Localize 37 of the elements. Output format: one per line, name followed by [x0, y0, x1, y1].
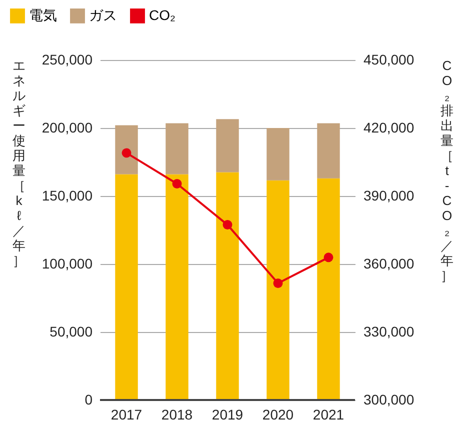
y-tick-label: 50,000 [50, 324, 93, 340]
y-tick-label: 200,000 [42, 120, 93, 136]
x-tick-label: 2021 [312, 406, 344, 422]
text: エネルギー使用量［kℓ／年］ [12, 58, 26, 268]
x-tick-label: 2020 [262, 406, 294, 422]
point [273, 278, 283, 288]
bar [317, 123, 340, 178]
bar [166, 174, 188, 400]
y2-tick-label: 300,000 [364, 392, 414, 408]
y-tick-label: 250,000 [42, 52, 93, 68]
bar [115, 125, 138, 174]
y2-tick-label: 390,000 [364, 188, 414, 204]
legend-label: ガス [89, 6, 117, 23]
y-tick-label: 0 [84, 392, 93, 408]
point [122, 148, 132, 158]
x-tick-label: 2018 [161, 406, 193, 422]
legend-label: 電気 [29, 6, 57, 23]
bar [166, 123, 188, 174]
point [222, 220, 232, 230]
bar [216, 172, 239, 400]
y-tick-label: 100,000 [42, 256, 93, 272]
y2-tick-label: 330,000 [364, 324, 414, 340]
text: CO₂排出量［t-CO₂／年］ [440, 58, 454, 283]
bar [266, 128, 290, 180]
y2-tick-label: 360,000 [364, 256, 414, 272]
bar [216, 119, 239, 172]
point [324, 252, 334, 262]
point [172, 179, 182, 188]
bar [115, 174, 138, 400]
y2-tick-label: 420,000 [364, 120, 414, 136]
bar [317, 178, 340, 400]
x-tick-label: 2019 [212, 406, 244, 422]
x-tick-label: 2017 [110, 406, 142, 422]
y2-tick-label: 450,000 [364, 52, 414, 68]
legend-label: CO₂ [149, 6, 176, 23]
bar [266, 180, 290, 400]
y-tick-label: 150,000 [42, 188, 93, 204]
